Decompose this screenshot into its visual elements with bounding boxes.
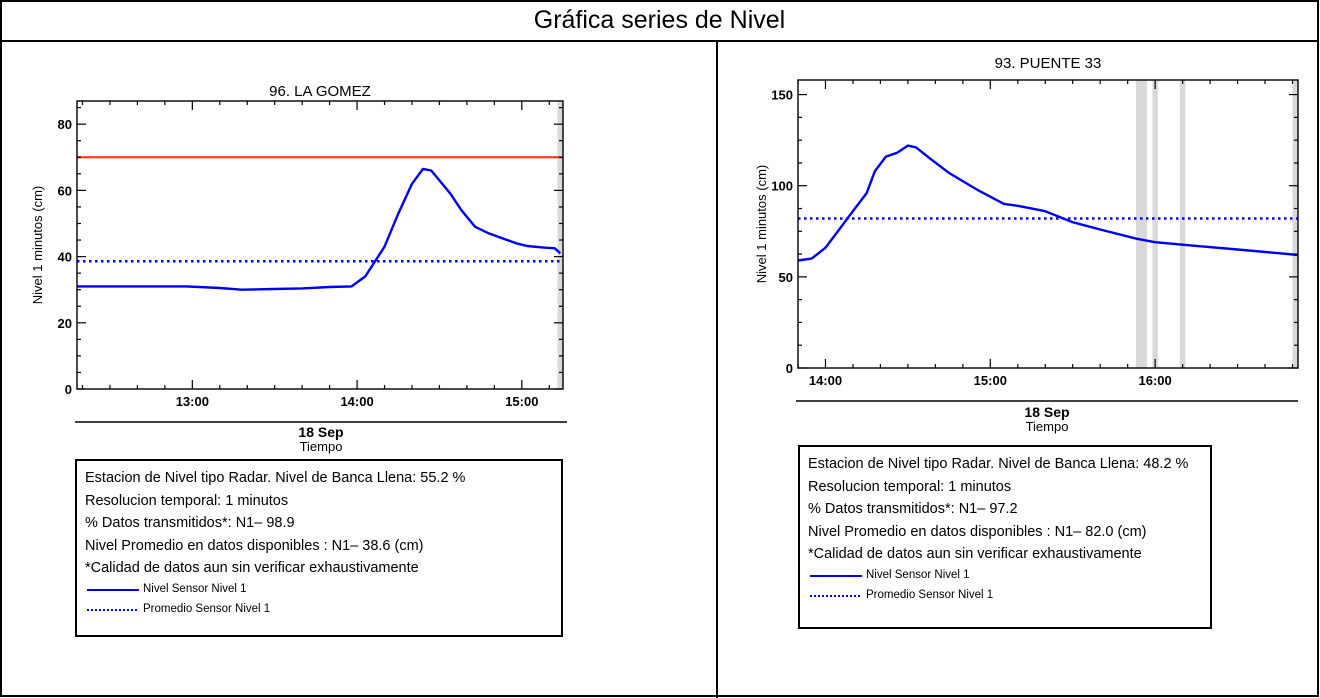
- chart-title: 93. PUENTE 33: [995, 55, 1102, 72]
- y-tick-label: 40: [58, 250, 72, 265]
- info-line: Resolucion temporal: 1 minutos: [85, 492, 289, 509]
- legend-line-solid: [810, 574, 862, 577]
- legend-item-nivel: Nivel Sensor Nivel 1: [85, 580, 553, 600]
- info-line: *Calidad de datos aun sin verificar exha…: [85, 560, 419, 576]
- y-tick-label: 80: [58, 117, 72, 132]
- legend-line-dotted: [87, 608, 137, 611]
- y-tick-label: 0: [786, 361, 793, 376]
- y-tick-label: 60: [58, 183, 72, 198]
- info-line: Estacion de Nivel tipo Radar. Nivel de B…: [808, 456, 1189, 472]
- x-tick-label: 14:00: [340, 394, 373, 409]
- info-line: % Datos transmitidos*: N1– 97.2: [808, 501, 1018, 517]
- missing-data-band: [557, 101, 563, 389]
- x-axis-label: Tiempo: [1026, 419, 1069, 434]
- legend-item-nivel: Nivel Sensor Nivel 1: [808, 566, 1202, 586]
- x-tick-label: 13:00: [176, 394, 209, 409]
- legend-item-promedio: Promedio Sensor Nivel 1: [808, 586, 1202, 606]
- legend-label: Nivel Sensor Nivel 1: [143, 583, 247, 596]
- info-line: Estacion de Nivel tipo Radar. Nivel de B…: [85, 470, 466, 486]
- missing-data-band: [1292, 80, 1298, 368]
- x-tick-label: 15:00: [505, 394, 538, 409]
- info-box-puente-33: Estacion de Nivel tipo Radar. Nivel de B…: [798, 445, 1212, 629]
- info-line: % Datos transmitidos*: N1– 98.9: [85, 515, 295, 531]
- series-line-nivel: [797, 144, 1299, 262]
- x-axis-label: Tiempo: [300, 439, 343, 454]
- x-tick-label: 14:00: [809, 373, 842, 388]
- info-line: *Calidad de datos aun sin verificar exha…: [808, 546, 1142, 562]
- y-tick-label: 0: [65, 382, 72, 397]
- date-label: 18 Sep: [1024, 404, 1069, 420]
- info-line: Nivel Promedio en datos disponibles : N1…: [808, 523, 1147, 540]
- x-tick-label: 15:00: [974, 373, 1007, 388]
- y-tick-label: 100: [771, 179, 793, 194]
- legend-line-dotted: [810, 594, 860, 597]
- y-tick-label: 20: [58, 316, 72, 331]
- chart-la-gomez: 96. LA GOMEZ 0 20 40 60 80 13:00 14:00 15:00 Nive…: [30, 83, 567, 454]
- panel-divider: [716, 41, 718, 698]
- date-label: 18 Sep: [298, 424, 343, 440]
- legend-label: Promedio Sensor Nivel 1: [866, 589, 994, 602]
- y-tick-label: 50: [779, 270, 793, 285]
- missing-data-band: [1135, 80, 1147, 368]
- legend-label: Promedio Sensor Nivel 1: [143, 603, 271, 616]
- plot-frame: [797, 79, 1299, 369]
- legend-line-solid: [87, 588, 139, 591]
- legend-item-promedio: Promedio Sensor Nivel 1: [85, 600, 553, 620]
- series-line-nivel: [77, 167, 562, 291]
- y-axis-label: Nivel 1 minutos (cm): [30, 186, 45, 304]
- y-axis-label: Nivel 1 minutos (cm): [754, 165, 769, 283]
- info-line: Resolucion temporal: 1 minutos: [808, 478, 1012, 495]
- missing-data-band: [1152, 80, 1158, 368]
- info-box-la-gomez: Estacion de Nivel tipo Radar. Nivel de B…: [75, 459, 563, 637]
- page-title: Gráfica series de Nivel: [0, 0, 1319, 42]
- missing-data-band: [1179, 80, 1186, 368]
- info-line: Nivel Promedio en datos disponibles : N1…: [85, 537, 424, 554]
- x-tick-label: 16:00: [1139, 373, 1172, 388]
- y-tick-label: 150: [771, 88, 793, 103]
- chart-title: 96. LA GOMEZ: [269, 83, 371, 100]
- legend-label: Nivel Sensor Nivel 1: [866, 569, 970, 582]
- plot-frame: [76, 100, 564, 390]
